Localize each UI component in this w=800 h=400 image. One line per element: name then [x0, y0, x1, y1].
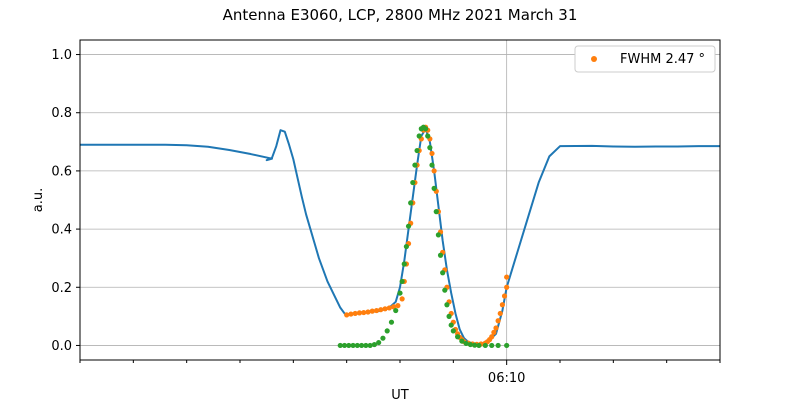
plot-area [80, 40, 720, 360]
model-point [444, 302, 450, 308]
legend-label: FWHM 2.47 ° [620, 52, 705, 67]
model-point [448, 322, 454, 328]
model-point [403, 243, 409, 250]
fit-point [356, 310, 363, 316]
model-point [435, 232, 441, 238]
model-point [425, 133, 431, 139]
fit-point [391, 304, 397, 310]
model-point [467, 341, 473, 348]
model-point [414, 147, 420, 154]
fit-point [504, 274, 510, 280]
x-axis: 06:10 [79, 360, 721, 386]
fit-point [361, 309, 367, 316]
model-point [376, 339, 382, 346]
fit-point [344, 312, 350, 318]
fit-point [373, 307, 380, 314]
model-point [405, 223, 412, 229]
model-point [397, 290, 403, 296]
model-point [380, 335, 386, 341]
model-point [489, 342, 495, 349]
model-point [429, 162, 435, 168]
model-point [450, 328, 456, 334]
model-point [399, 278, 405, 285]
fit-point [501, 293, 508, 299]
series-layer [80, 124, 720, 349]
model-point [482, 342, 488, 349]
fit-point [504, 284, 510, 290]
fit-point [489, 334, 495, 340]
fit-point [497, 310, 503, 317]
x-axis-label: UT [391, 388, 409, 400]
model-point [423, 126, 429, 132]
legend-box [574, 45, 716, 73]
model-point [346, 342, 352, 349]
model-point [455, 334, 461, 340]
fit-point [352, 310, 358, 317]
fit-point [399, 296, 405, 302]
model-point [459, 338, 465, 344]
y-tick-label: 1.0 [51, 48, 72, 63]
legend-marker [591, 56, 597, 62]
model-point [371, 341, 377, 348]
model-point [463, 340, 469, 347]
fit-point [395, 303, 401, 309]
fit-point [493, 325, 499, 331]
model-point [495, 342, 501, 349]
fit-point [378, 307, 384, 313]
fit-point [495, 318, 501, 324]
model-point [384, 328, 390, 334]
model-point [350, 342, 356, 349]
model-point [408, 200, 414, 206]
fit-point [429, 150, 435, 157]
model-point [412, 162, 418, 168]
model-point [337, 342, 343, 349]
model-point [442, 287, 448, 293]
y-tick-label: 0.8 [51, 106, 72, 121]
y-tick-label: 0.4 [51, 223, 72, 238]
model-point [341, 342, 348, 349]
model-point [354, 342, 360, 349]
y-axis-label: a.u. [31, 188, 46, 212]
series-line [80, 127, 720, 345]
fit-point [431, 168, 437, 174]
model-point [476, 342, 482, 349]
fit-point [369, 308, 375, 314]
model-point [359, 342, 365, 349]
y-tick-label: 0.0 [51, 339, 72, 354]
model-point [410, 179, 416, 186]
fit-point [491, 329, 497, 335]
model-point [363, 342, 369, 349]
model-point [388, 319, 395, 325]
model-point [416, 133, 422, 139]
model-point [433, 209, 439, 215]
x-tick-label: 06:10 [488, 371, 525, 386]
model-point [427, 145, 433, 151]
model-point [504, 342, 510, 349]
fit-point [499, 302, 505, 308]
model-point [393, 307, 399, 314]
model-point [440, 270, 446, 276]
y-tick-label: 0.6 [51, 164, 72, 179]
model-point [401, 261, 407, 267]
y-tick-label: 0.2 [51, 281, 72, 296]
model-point [446, 313, 452, 319]
fit-point [386, 305, 392, 311]
model-point [472, 342, 478, 348]
fit-point [348, 311, 354, 317]
fit-point [365, 309, 371, 315]
fit-point [382, 306, 388, 312]
chart-title: Antenna E3060, LCP, 2800 MHz 2021 March … [223, 6, 578, 24]
model-point [431, 185, 437, 191]
legend: FWHM 2.47 ° [574, 45, 716, 73]
model-point [367, 342, 373, 349]
grid [80, 40, 720, 360]
y-axis: 0.0 0.2 0.4 0.6 0.8 1.0 [51, 48, 80, 354]
model-point [437, 252, 444, 258]
